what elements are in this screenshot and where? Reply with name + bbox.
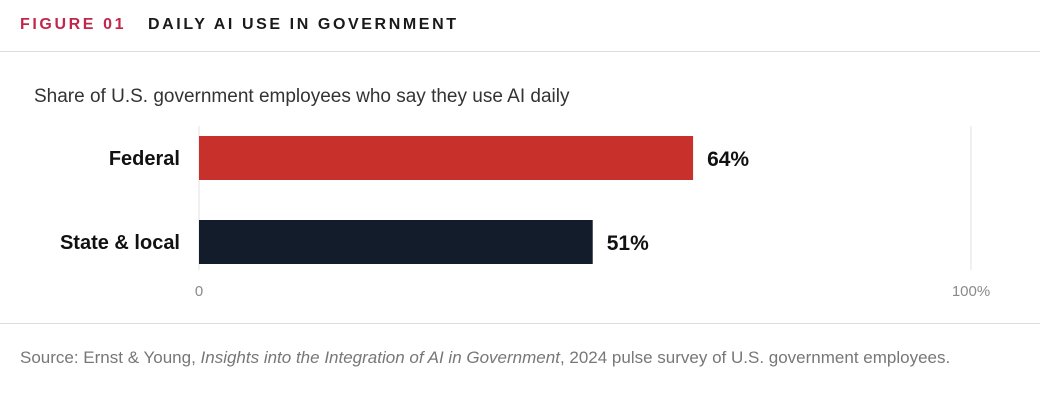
bar-state-local — [199, 220, 593, 264]
category-label-state-local: State & local — [60, 232, 180, 254]
bar-chart: Federal 64% State & local 51% 0 100% — [60, 126, 990, 300]
figure-title: DAILY AI USE IN GOVERNMENT — [148, 16, 459, 33]
footer-divider — [0, 323, 1040, 324]
bar-federal — [199, 136, 694, 180]
figure-header: FIGURE 01 DAILY AI USE IN GOVERNMENT — [0, 0, 1040, 52]
value-label-federal: 64% — [707, 148, 749, 171]
chart-title: Share of U.S. government employees who s… — [34, 86, 570, 107]
source-title: Insights into the Integration of AI in G… — [200, 348, 560, 367]
source-prefix: Source: Ernst & Young, — [20, 348, 201, 367]
x-tick-label-min: 0 — [195, 283, 203, 300]
source-suffix: , 2024 pulse survey of U.S. government e… — [559, 348, 951, 367]
category-label-federal: Federal — [109, 148, 180, 170]
source-note: Source: Ernst & Young, Insights into the… — [20, 345, 1010, 370]
figure-label: FIGURE 01 — [20, 16, 127, 33]
value-label-state-local: 51% — [607, 232, 649, 255]
x-tick-label-max: 100% — [952, 283, 990, 300]
